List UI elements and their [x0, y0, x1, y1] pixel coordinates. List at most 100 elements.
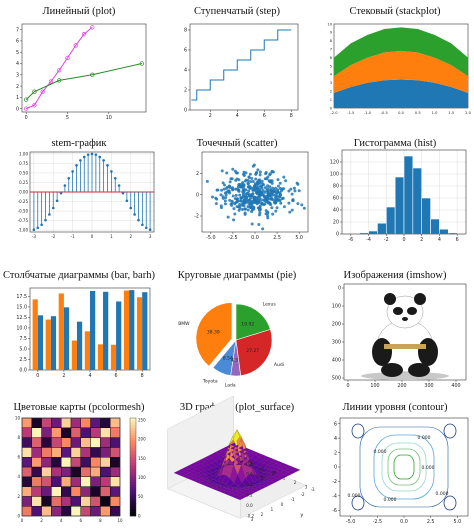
- scatter-point: [281, 196, 285, 200]
- colorbar-segment: [130, 501, 136, 505]
- colorbar-segment: [130, 493, 136, 497]
- z-tick-label: 0.2: [246, 492, 253, 497]
- scatter-point: [245, 196, 249, 200]
- bar-1: [142, 292, 148, 370]
- heatmap-cell: [100, 476, 111, 487]
- scatter-point: [251, 164, 255, 168]
- colorbar-segment: [130, 481, 136, 485]
- scatter-point: [278, 181, 282, 185]
- scatter-point: [241, 184, 245, 188]
- chart-title-scatter: Точечный (scatter): [196, 138, 278, 149]
- x-tick-label: 0.0: [398, 111, 404, 115]
- y-tick-label: 5: [330, 64, 332, 68]
- y-tick-label: 0: [338, 286, 341, 292]
- scatter-point: [220, 169, 224, 173]
- scatter-point: [243, 207, 247, 211]
- colorbar-segment: [130, 430, 136, 433]
- x-tick-label: -1: [71, 234, 75, 239]
- heatmap-cell: [90, 417, 101, 429]
- scatter-point: [254, 172, 258, 176]
- axes-frame: [339, 417, 469, 517]
- colorbar-segment: [130, 422, 136, 426]
- x-tick-label: 2: [40, 518, 43, 523]
- colorbar-segment: [130, 464, 136, 468]
- panda-eye-left: [393, 307, 403, 315]
- y-tick-label: 200: [332, 322, 341, 328]
- x-tick-label: -3: [32, 234, 36, 239]
- scatter-point: [242, 195, 246, 199]
- y-tick-label: 60: [333, 196, 339, 202]
- scatter-point: [273, 195, 277, 199]
- y-tick-label: 500: [332, 376, 341, 382]
- x-tick-label: 0: [21, 518, 24, 523]
- scatter-point: [230, 203, 234, 207]
- scatter-point: [255, 198, 259, 202]
- heatmap-cell: [70, 417, 82, 429]
- scatter-point: [261, 193, 265, 197]
- scatter-point: [220, 188, 224, 192]
- heatmap-cell: [31, 457, 42, 468]
- heatmap-cell: [61, 427, 72, 438]
- scatter-point: [274, 199, 278, 203]
- heatmap-cell: [80, 457, 91, 468]
- heatmap-cell: [51, 437, 62, 448]
- scatter-point: [231, 188, 235, 192]
- stem-marker: [129, 206, 133, 210]
- chart-title-stem: stem-график: [51, 138, 107, 149]
- x-tick-label: -3: [238, 458, 242, 463]
- colorbar-segment: [130, 491, 136, 495]
- contour-line: [359, 426, 449, 508]
- surface-quad: [291, 468, 301, 472]
- y-tick-label: 4: [17, 474, 20, 479]
- heatmap-cell: [51, 476, 62, 487]
- scatter-point: [231, 167, 235, 171]
- z-tick-label: 0.8: [246, 461, 253, 466]
- x-tick-label: 0: [272, 471, 275, 476]
- colorbar-segment: [130, 418, 136, 421]
- scatter-point: [246, 182, 250, 186]
- scatter-point: [263, 190, 267, 194]
- contour-line: [387, 448, 421, 486]
- bar-1: [103, 291, 109, 370]
- scatter-point: [250, 202, 254, 206]
- scatter-point: [247, 184, 251, 188]
- heatmap-cell: [21, 417, 33, 429]
- scatter-point: [223, 202, 227, 206]
- contour-label: 0.000: [422, 465, 435, 471]
- imshow-svg: 0 100 200 300 400 0 100 200 300 400 500: [332, 283, 467, 389]
- y-tick-label: 6: [184, 48, 187, 54]
- bar-1: [50, 316, 57, 370]
- heatmap-cell: [109, 466, 121, 478]
- y-tick-label: 7.5: [19, 336, 27, 342]
- colorbar-tick-label: 150: [138, 456, 146, 461]
- x-tick-label: 2.5: [273, 235, 281, 241]
- bar-0: [123, 290, 130, 370]
- pie-slice: [235, 328, 273, 377]
- pie-value-label: 27.27: [246, 348, 259, 354]
- scatter-point: [227, 184, 231, 188]
- y-tick-label: 4: [330, 73, 333, 77]
- x-tick-label: -1.0: [364, 111, 372, 115]
- panel-imshow: Изображения (imshow) 0 100 200 300 400 0 100 20…: [316, 264, 474, 396]
- heatmap-cell: [90, 447, 101, 458]
- contour-line: [381, 442, 427, 492]
- scatter-point: [260, 201, 264, 205]
- heatmap-cell: [51, 457, 62, 468]
- scatter-point: [258, 170, 262, 174]
- heatmap-cell: [109, 457, 121, 468]
- heatmap-cell: [51, 505, 62, 517]
- y-tick-label: 9: [330, 31, 333, 35]
- scatter-point: [282, 175, 286, 179]
- scatter-point: [296, 182, 300, 186]
- axis-label: x: [274, 470, 277, 476]
- stem-chart-svg: -3 -2 -1 0 1 2 3 -1.00 -0.75 -0.50 -0.25 0.00 0.25 0.…: [18, 151, 155, 239]
- scatter-point: [264, 171, 268, 175]
- colorbar-segment: [130, 449, 136, 453]
- scatter-point: [244, 171, 248, 175]
- scatter-point: [268, 180, 272, 184]
- scatter-point: [291, 198, 295, 202]
- scatter-point: [258, 181, 262, 185]
- scatter-point: [256, 196, 260, 200]
- scatter-point: [252, 196, 256, 200]
